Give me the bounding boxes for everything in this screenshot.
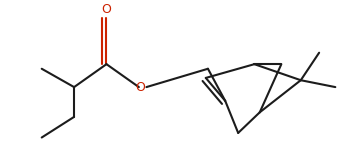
Text: O: O — [102, 3, 111, 16]
Text: O: O — [135, 81, 145, 94]
